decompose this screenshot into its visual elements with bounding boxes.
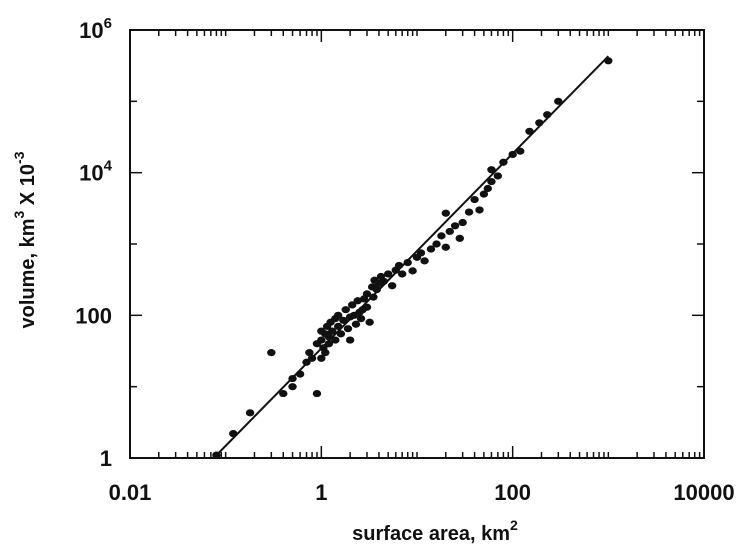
x-tick-labels: 0.01 1 100 10000 (109, 480, 735, 505)
data-point (317, 336, 326, 344)
data-point (351, 320, 361, 328)
y-axis-title: volume, km3 X 10-3 (11, 151, 39, 328)
data-points (212, 57, 613, 459)
data-point (604, 57, 613, 65)
data-point (387, 282, 397, 290)
data-point (426, 245, 436, 253)
data-point (458, 218, 467, 227)
data-point (333, 311, 343, 319)
data-point (487, 177, 496, 186)
x-tick-label: 10000 (673, 480, 734, 505)
data-point (493, 172, 503, 180)
data-point (365, 318, 374, 326)
data-point (470, 195, 479, 204)
axis-ticks (129, 30, 704, 459)
data-point (331, 336, 340, 344)
data-point (341, 306, 350, 314)
data-point (403, 258, 412, 267)
data-point (362, 303, 372, 311)
data-point (394, 261, 404, 270)
data-point (312, 389, 322, 398)
data-point (343, 325, 353, 333)
data-point (295, 370, 305, 378)
data-point (479, 190, 489, 198)
data-point (372, 285, 381, 294)
data-point (288, 374, 297, 383)
x-tick-label: 1 (315, 480, 327, 505)
data-point (267, 349, 276, 357)
data-point (432, 240, 441, 248)
data-point (464, 208, 474, 216)
data-point (535, 119, 544, 127)
data-point (229, 429, 238, 438)
x-axis-title: surface area, km2 (352, 517, 518, 545)
data-point (437, 232, 446, 240)
data-point (397, 270, 407, 278)
y-tick-label: 100 (75, 303, 112, 328)
data-point (336, 330, 346, 338)
y-tick-label: 106 (79, 15, 112, 43)
data-point (441, 209, 450, 217)
data-point (554, 97, 563, 105)
data-point (483, 184, 493, 193)
data-point (416, 249, 426, 257)
data-point (321, 349, 330, 357)
data-point (445, 227, 454, 236)
y-tick-labels: 1 100 104 106 (75, 15, 112, 471)
data-point (324, 333, 334, 341)
data-point (420, 257, 429, 265)
data-point (441, 243, 450, 251)
data-point (307, 354, 317, 362)
data-point (339, 316, 348, 324)
data-point (408, 267, 417, 275)
data-point (455, 234, 464, 242)
data-point (379, 277, 389, 285)
data-point (353, 297, 362, 305)
data-point (508, 150, 517, 159)
data-point (288, 383, 297, 391)
x-tick-label: 0.01 (109, 480, 152, 505)
data-point (347, 301, 357, 309)
data-point (362, 290, 372, 298)
plot-frame (129, 29, 705, 459)
data-point (499, 158, 508, 166)
y-tick-label: 104 (79, 158, 112, 186)
data-point (305, 349, 314, 357)
data-point (543, 111, 552, 119)
data-point (345, 336, 355, 344)
data-point (384, 270, 393, 278)
data-point (245, 409, 255, 417)
data-point (328, 327, 337, 335)
data-point (525, 127, 534, 135)
data-point (317, 354, 326, 362)
data-point (516, 147, 525, 155)
data-point (450, 222, 460, 230)
data-point (302, 358, 311, 366)
data-point (369, 293, 378, 301)
data-point (487, 166, 496, 174)
data-point (333, 322, 343, 330)
x-tick-label: 100 (494, 480, 531, 505)
data-point (212, 451, 221, 459)
data-point (279, 389, 288, 398)
data-point (324, 340, 334, 348)
y-tick-label: 1 (100, 446, 112, 471)
data-point (356, 314, 366, 323)
data-point (475, 206, 484, 214)
